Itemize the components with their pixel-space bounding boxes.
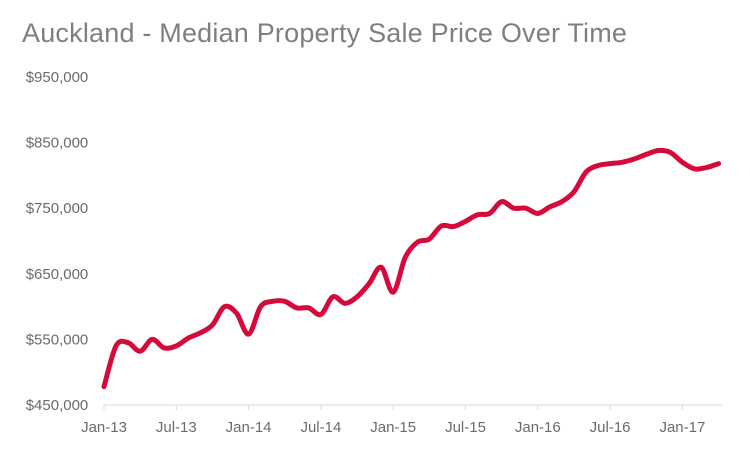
y-tick-label: $850,000 [26, 135, 89, 152]
series-layer [101, 147, 722, 390]
x-tick-label: Jul-14 [300, 419, 341, 436]
x-tick-label: Jan-14 [226, 419, 272, 436]
y-tick-label: $750,000 [26, 200, 89, 217]
x-tick-label: Jul-16 [590, 419, 631, 436]
y-axis-labels: $450,000 $550,000 $650,000 $750,000 $850,000… [26, 69, 89, 414]
x-tick-label: Jul-13 [156, 419, 197, 436]
x-tick-label: Jan-16 [515, 419, 561, 436]
x-tick-label: Jan-13 [81, 419, 127, 436]
y-tick-label: $550,000 [26, 331, 89, 348]
y-tick-label: $950,000 [26, 69, 89, 86]
x-tick-label: Jul-15 [445, 419, 486, 436]
chart-title: Auckland - Median Property Sale Price Ov… [22, 18, 628, 48]
x-tick-label: Jan-17 [659, 419, 705, 436]
y-tick-label: $650,000 [26, 266, 89, 283]
x-axis [103, 404, 723, 410]
x-tick-label: Jan-15 [370, 419, 416, 436]
y-tick-label: $450,000 [26, 397, 89, 414]
series-line [101, 147, 722, 390]
x-axis-labels: Jan-13 Jul-13 Jan-14 Jul-14 Jan-15 Jul-15 Jan-… [81, 419, 705, 436]
